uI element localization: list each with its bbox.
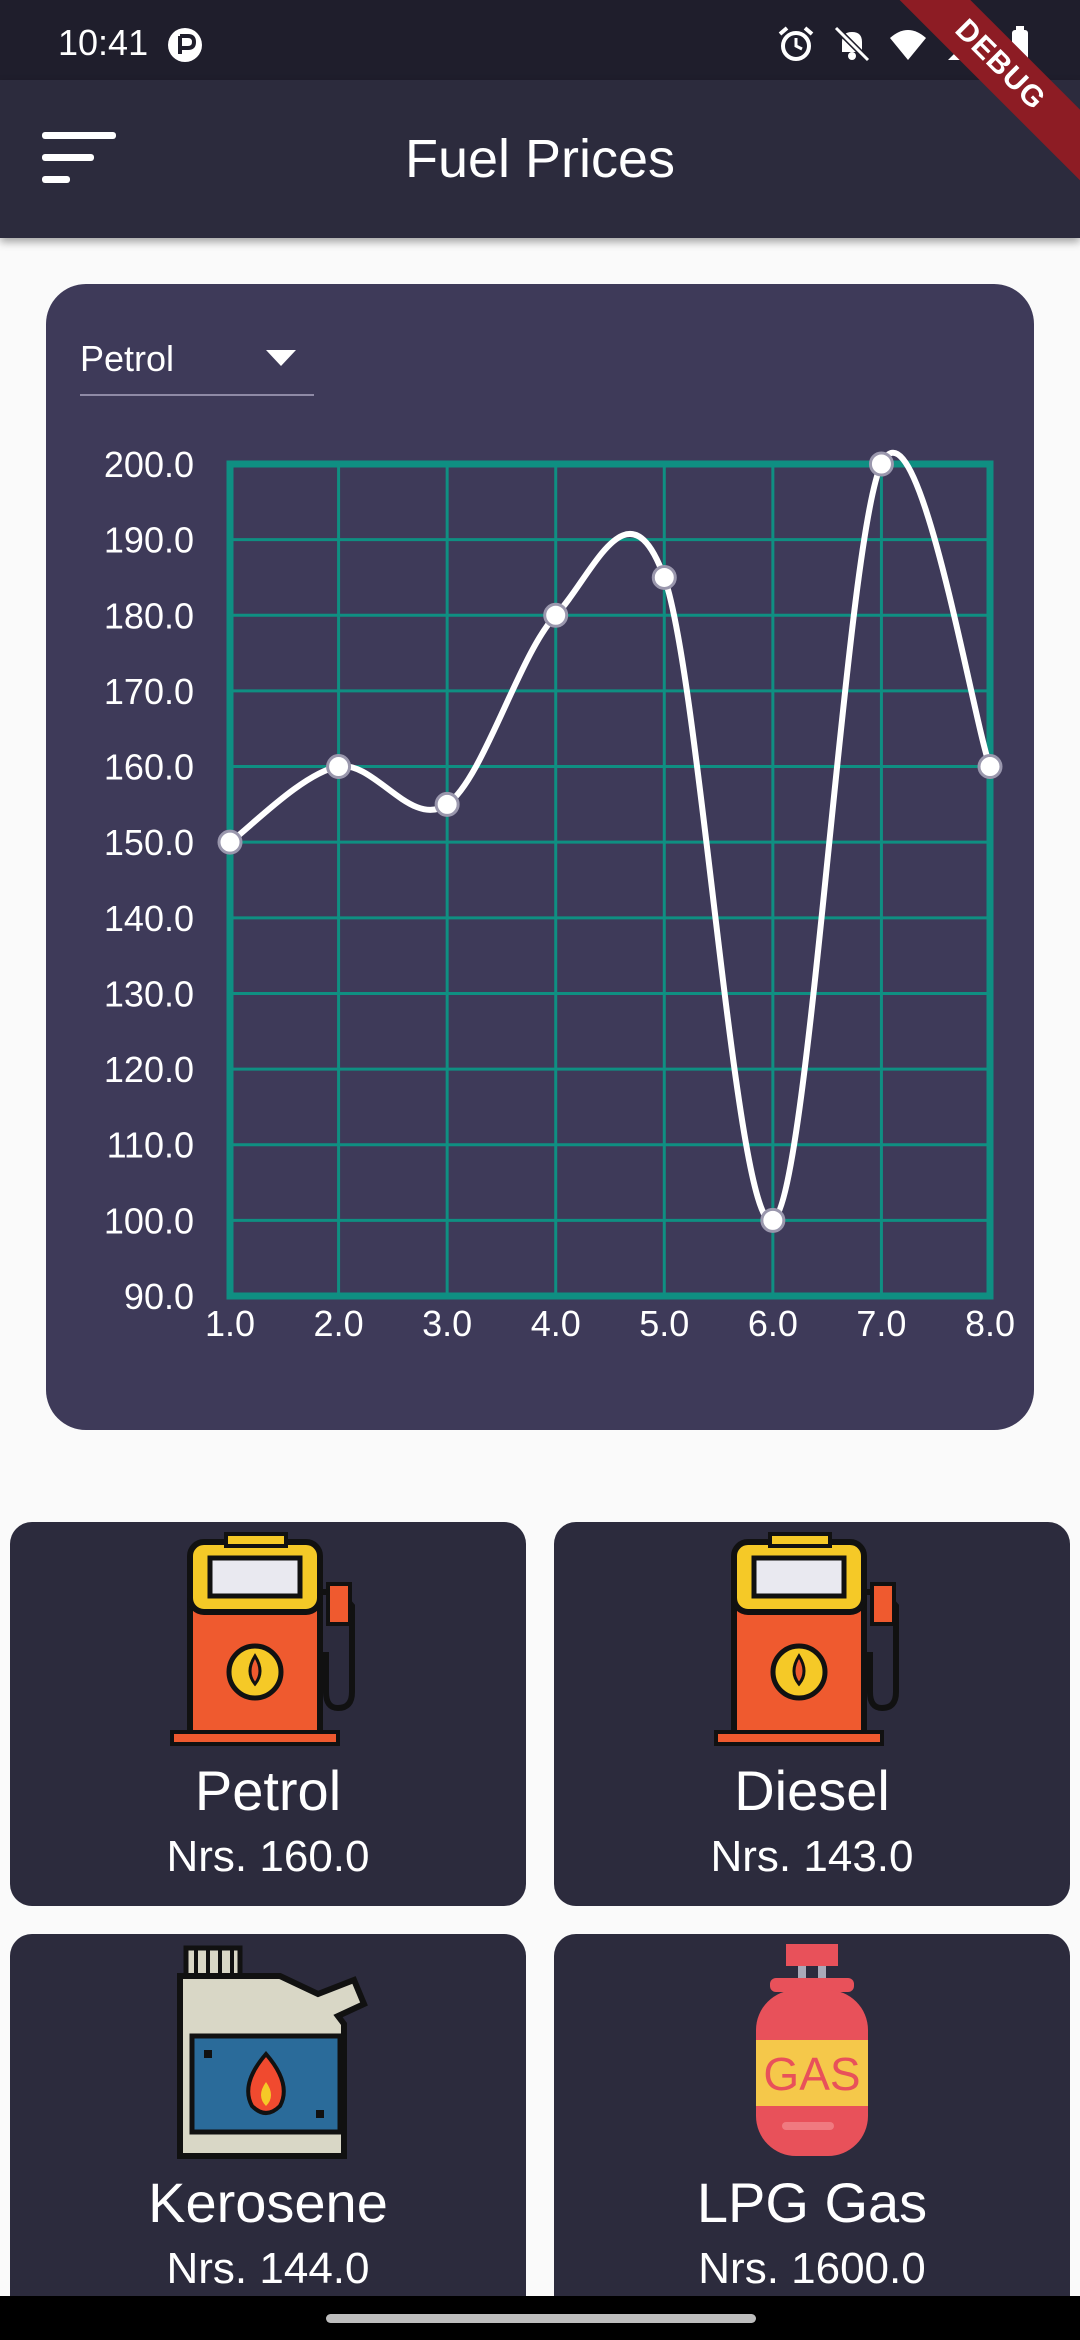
alarm-icon xyxy=(778,26,814,61)
data-point[interactable] xyxy=(760,1207,786,1233)
fuel-type-dropdown[interactable]: Petrol xyxy=(80,324,314,396)
plot-border xyxy=(226,460,994,1300)
y-tick-label: 200.0 xyxy=(104,444,194,485)
fuel-card-petrol[interactable]: Petrol Nrs. 160.0 xyxy=(10,1522,526,1906)
y-tick-label: 190.0 xyxy=(104,520,194,561)
data-point[interactable] xyxy=(868,451,894,477)
gas-cylinder-icon: GAS xyxy=(756,1944,868,2156)
wifi-icon xyxy=(890,30,926,60)
x-tick-label: 3.0 xyxy=(422,1303,472,1344)
status-time: 10:41 xyxy=(58,22,149,63)
fuel-card-kerosene[interactable]: Kerosene Nrs. 144.0 xyxy=(10,1934,526,2318)
fuel-name: Petrol xyxy=(194,1759,342,1822)
y-tick-label: 120.0 xyxy=(104,1049,194,1090)
fuel-name: LPG Gas xyxy=(696,2171,928,2234)
x-tick-label: 2.0 xyxy=(314,1303,364,1344)
data-point[interactable] xyxy=(434,791,460,817)
notifications-off-icon xyxy=(833,25,871,63)
fuel-card-diesel[interactable]: Diesel Nrs. 143.0 xyxy=(554,1522,1070,1906)
price-chart-card: Petrol 90.0 100.0 110.0 120.0 130.0 140.0 150.… xyxy=(46,284,1034,1430)
chart-grid xyxy=(226,460,994,1300)
page-title: Fuel Prices xyxy=(404,129,676,189)
data-point[interactable] xyxy=(326,754,352,780)
data-point[interactable] xyxy=(217,829,243,855)
svg-text:GAS: GAS xyxy=(763,2048,860,2100)
data-point[interactable] xyxy=(651,564,677,590)
data-point[interactable] xyxy=(977,754,1003,780)
y-tick-label: 90.0 xyxy=(124,1276,194,1317)
price-series-points xyxy=(217,451,1003,1233)
fuel-card-lpg-gas[interactable]: GAS LPG Gas Nrs. 1600.0 xyxy=(554,1934,1070,2318)
fuel-price: Nrs. 160.0 xyxy=(166,1832,370,1881)
fuel-pump-icon xyxy=(714,1532,899,1746)
fuel-name: Kerosene xyxy=(148,2171,388,2234)
fuel-pump-icon xyxy=(170,1532,355,1746)
kerosene-jerrycan-icon xyxy=(177,1945,368,2159)
data-point[interactable] xyxy=(543,602,569,628)
x-tick-label: 5.0 xyxy=(639,1303,689,1344)
price-series-line xyxy=(228,449,993,1224)
dropdown-arrow-icon xyxy=(266,350,296,366)
y-tick-label: 140.0 xyxy=(104,898,194,939)
y-tick-label: 180.0 xyxy=(104,595,194,636)
menu-icon[interactable] xyxy=(40,130,120,186)
y-tick-label: 170.0 xyxy=(104,671,194,712)
x-tick-label: 1.0 xyxy=(205,1303,255,1344)
x-axis-ticks: 1.0 2.0 3.0 4.0 5.0 6.0 7.0 8.0 xyxy=(205,1303,1015,1344)
home-gesture-handle[interactable] xyxy=(326,2314,756,2323)
y-tick-label: 150.0 xyxy=(104,822,194,863)
x-tick-label: 4.0 xyxy=(531,1303,581,1344)
y-axis-ticks: 90.0 100.0 110.0 120.0 130.0 140.0 150.0 160.0 1… xyxy=(104,444,194,1317)
x-tick-label: 7.0 xyxy=(856,1303,906,1344)
app-notification-icon xyxy=(168,28,202,62)
y-tick-label: 110.0 xyxy=(107,1125,194,1166)
y-tick-label: 130.0 xyxy=(104,973,194,1014)
fuel-price: Nrs. 144.0 xyxy=(166,2244,370,2293)
y-tick-label: 100.0 xyxy=(104,1200,194,1241)
price-line-chart: 90.0 100.0 110.0 120.0 130.0 140.0 150.0 160.0 1… xyxy=(104,444,1015,1344)
x-tick-label: 8.0 xyxy=(965,1303,1015,1344)
fuel-price: Nrs. 143.0 xyxy=(710,1832,914,1881)
navigation-bar xyxy=(0,2296,1080,2340)
fuel-type-selected: Petrol xyxy=(80,338,175,379)
x-tick-label: 6.0 xyxy=(748,1303,798,1344)
fuel-name: Diesel xyxy=(734,1759,890,1822)
app-bar: Fuel Prices xyxy=(0,80,1080,238)
fuel-price: Nrs. 1600.0 xyxy=(698,2244,926,2293)
y-tick-label: 160.0 xyxy=(104,747,194,788)
